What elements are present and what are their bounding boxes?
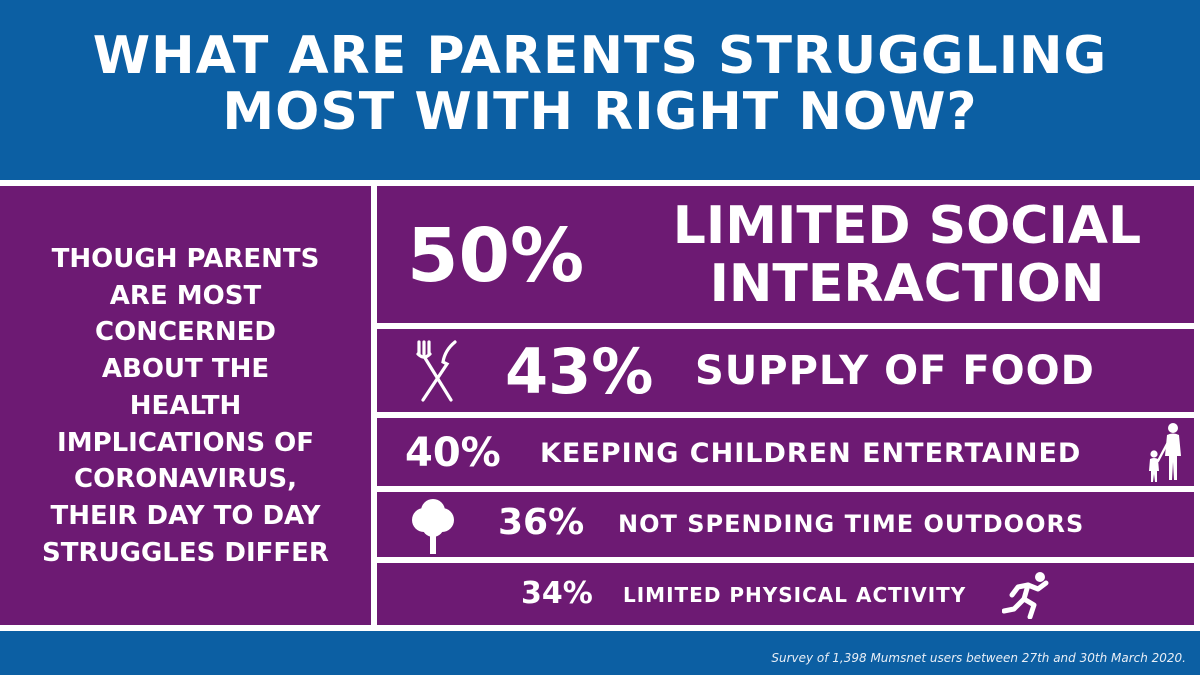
stat-label-line: LIMITED SOCIAL (672, 196, 1142, 256)
stat-percent: 36% (498, 502, 585, 543)
stat-row-social-interaction: 50% LIMITED SOCIAL INTERACTION (377, 186, 1194, 323)
page-title: WHAT ARE PARENTS STRUGGLING MOST WITH RI… (0, 28, 1200, 140)
summary-line: CORONAVIRUS, (74, 464, 297, 495)
summary-line: STRUGGLES DIFFER (42, 537, 329, 568)
stat-row-food-supply: 43% SUPPLY OF FOOD (377, 329, 1194, 412)
summary-text: THOUGH PARENTS ARE MOST CONCERNED ABOUT … (0, 241, 371, 571)
tree-icon (412, 499, 454, 554)
stat-row-physical-activity: 34% LIMITED PHYSICAL ACTIVITY (377, 563, 1194, 625)
summary-line: ABOUT THE (101, 354, 270, 385)
summary-line: IMPLICATIONS OF (57, 427, 314, 458)
summary-line: THEIR DAY TO DAY (50, 500, 321, 531)
parent-child-icon (1149, 423, 1181, 482)
stat-percent: 50% (407, 213, 585, 299)
summary-line: CONCERNED (95, 317, 276, 348)
stat-label-line: SUPPLY OF FOOD (695, 348, 1095, 394)
stat-percent: 43% (505, 335, 654, 408)
stat-label-line: INTERACTION (709, 254, 1105, 314)
fork-knife-icon (416, 340, 457, 402)
source-note: Survey of 1,398 Mumsnet users between 27… (771, 651, 1186, 665)
title-line-2: MOST WITH RIGHT NOW? (222, 82, 978, 142)
stat-label-line: LIMITED PHYSICAL ACTIVITY (623, 583, 967, 607)
stat-row-time-outdoors: 36% NOT SPENDING TIME OUTDOORS (377, 492, 1194, 557)
summary-line: ARE MOST (109, 280, 262, 311)
runner-icon (1002, 572, 1049, 619)
stat-label-line: KEEPING CHILDREN ENTERTAINED (540, 438, 1082, 469)
stat-percent: 34% (521, 576, 593, 611)
title-line-1: WHAT ARE PARENTS STRUGGLING (92, 26, 1108, 86)
summary-line: HEALTH (129, 390, 242, 421)
summary-line: THOUGH PARENTS (51, 244, 320, 274)
stat-percent: 40% (405, 430, 501, 476)
summary-panel (0, 186, 371, 625)
stat-row-children-entertained: 40% KEEPING CHILDREN ENTERTAINED (377, 418, 1194, 486)
stat-label-line: NOT SPENDING TIME OUTDOORS (618, 510, 1085, 538)
